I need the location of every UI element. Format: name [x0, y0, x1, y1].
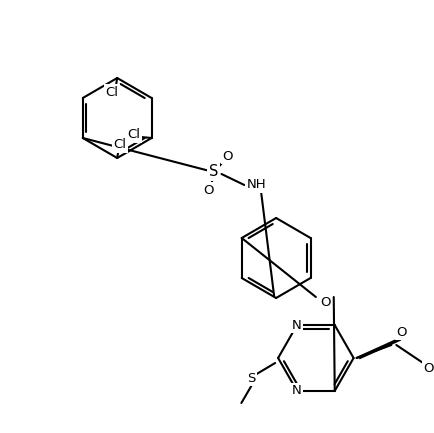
- Text: O: O: [321, 295, 331, 308]
- Text: NH: NH: [247, 178, 266, 191]
- Text: S: S: [209, 165, 218, 180]
- Text: O: O: [396, 326, 407, 339]
- Text: Cl: Cl: [106, 85, 119, 98]
- Text: O: O: [423, 362, 433, 375]
- Text: Cl: Cl: [114, 139, 127, 152]
- Text: O: O: [204, 184, 214, 197]
- Text: S: S: [247, 372, 256, 385]
- Text: Cl: Cl: [127, 129, 140, 142]
- Text: N: N: [292, 319, 302, 332]
- Text: O: O: [222, 149, 233, 162]
- Text: N: N: [292, 385, 302, 397]
